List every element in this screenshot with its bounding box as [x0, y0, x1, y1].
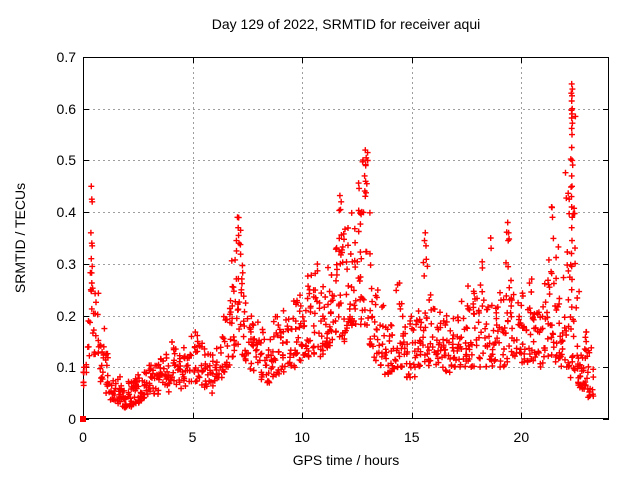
y-tick-label: 0.7	[56, 49, 76, 65]
x-tick-label: 20	[513, 429, 530, 445]
y-tick-label: 0.1	[56, 359, 76, 376]
y-tick-label: 0.3	[56, 255, 76, 272]
y-tick-label: 0.6	[56, 100, 76, 117]
y-tick-label: 0.4	[56, 204, 76, 221]
scatter-points	[80, 80, 597, 411]
x-tick-label: 15	[403, 429, 420, 445]
x-tick-label: 5	[188, 429, 197, 445]
x-tick-label: 10	[294, 429, 310, 445]
y-tick-label: 0	[68, 411, 76, 427]
chart-title: Day 129 of 2022, SRMTID for receiver aqu…	[211, 16, 481, 32]
x-axis-label: GPS time / hours	[292, 452, 400, 468]
x-tick-label: 0	[79, 429, 87, 445]
y-tick-label: 0.5	[56, 152, 76, 169]
y-tick-label: 0.2	[56, 307, 76, 324]
y-axis-label: SRMTID / TECUs	[12, 182, 28, 294]
origin-point-marker	[80, 416, 86, 422]
